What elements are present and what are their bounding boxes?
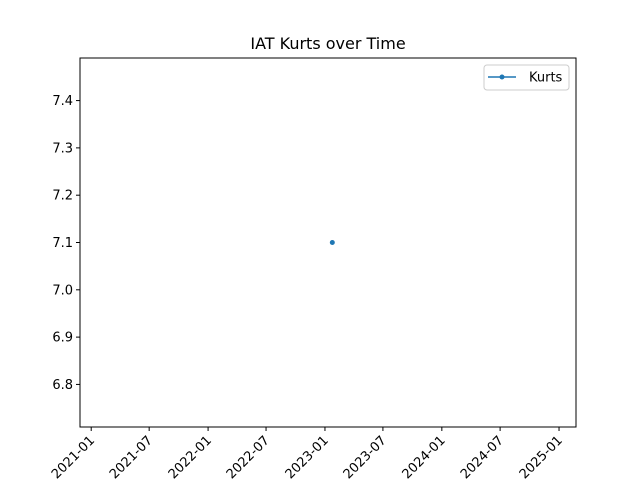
legend-box [483, 64, 570, 91]
x-tick-label: 2024-01 [400, 433, 449, 480]
y-tick-label: 7.1 [52, 236, 73, 251]
y-tick-label: 7.0 [52, 283, 73, 298]
x-tick-label: 2025-01 [517, 433, 566, 480]
y-tick-label: 6.8 [52, 378, 73, 393]
x-tick-label: 2021-01 [49, 433, 98, 480]
y-tick-label: 7.3 [52, 141, 73, 156]
plot-area [79, 57, 577, 428]
legend-marker-kurts [499, 74, 505, 80]
x-tick-label: 2023-07 [341, 433, 390, 480]
series-layer [329, 240, 335, 245]
x-tick-label: 2024-07 [458, 433, 507, 480]
legend-label-kurts: Kurts [529, 71, 563, 86]
chart-title: IAT Kurts over Time [250, 34, 405, 53]
x-tick-label: 2021-07 [107, 433, 156, 480]
y-tick-label: 7.4 [52, 94, 73, 109]
y-tick-label: 7.2 [52, 189, 73, 204]
x-tick-label: 2022-01 [166, 433, 215, 480]
y-axis: 6.8 6.9 7.0 7.1 7.2 7.3 7.4 [52, 94, 80, 393]
legend: Kurts [483, 64, 570, 91]
x-tick-label: 2022-07 [224, 433, 273, 480]
data-point [329, 240, 335, 245]
x-axis: 2021-01 2021-07 2022-01 2022-07 2023-01 2023-… [49, 427, 566, 480]
x-tick-label: 2023-01 [283, 433, 332, 480]
y-tick-label: 6.9 [52, 331, 73, 346]
